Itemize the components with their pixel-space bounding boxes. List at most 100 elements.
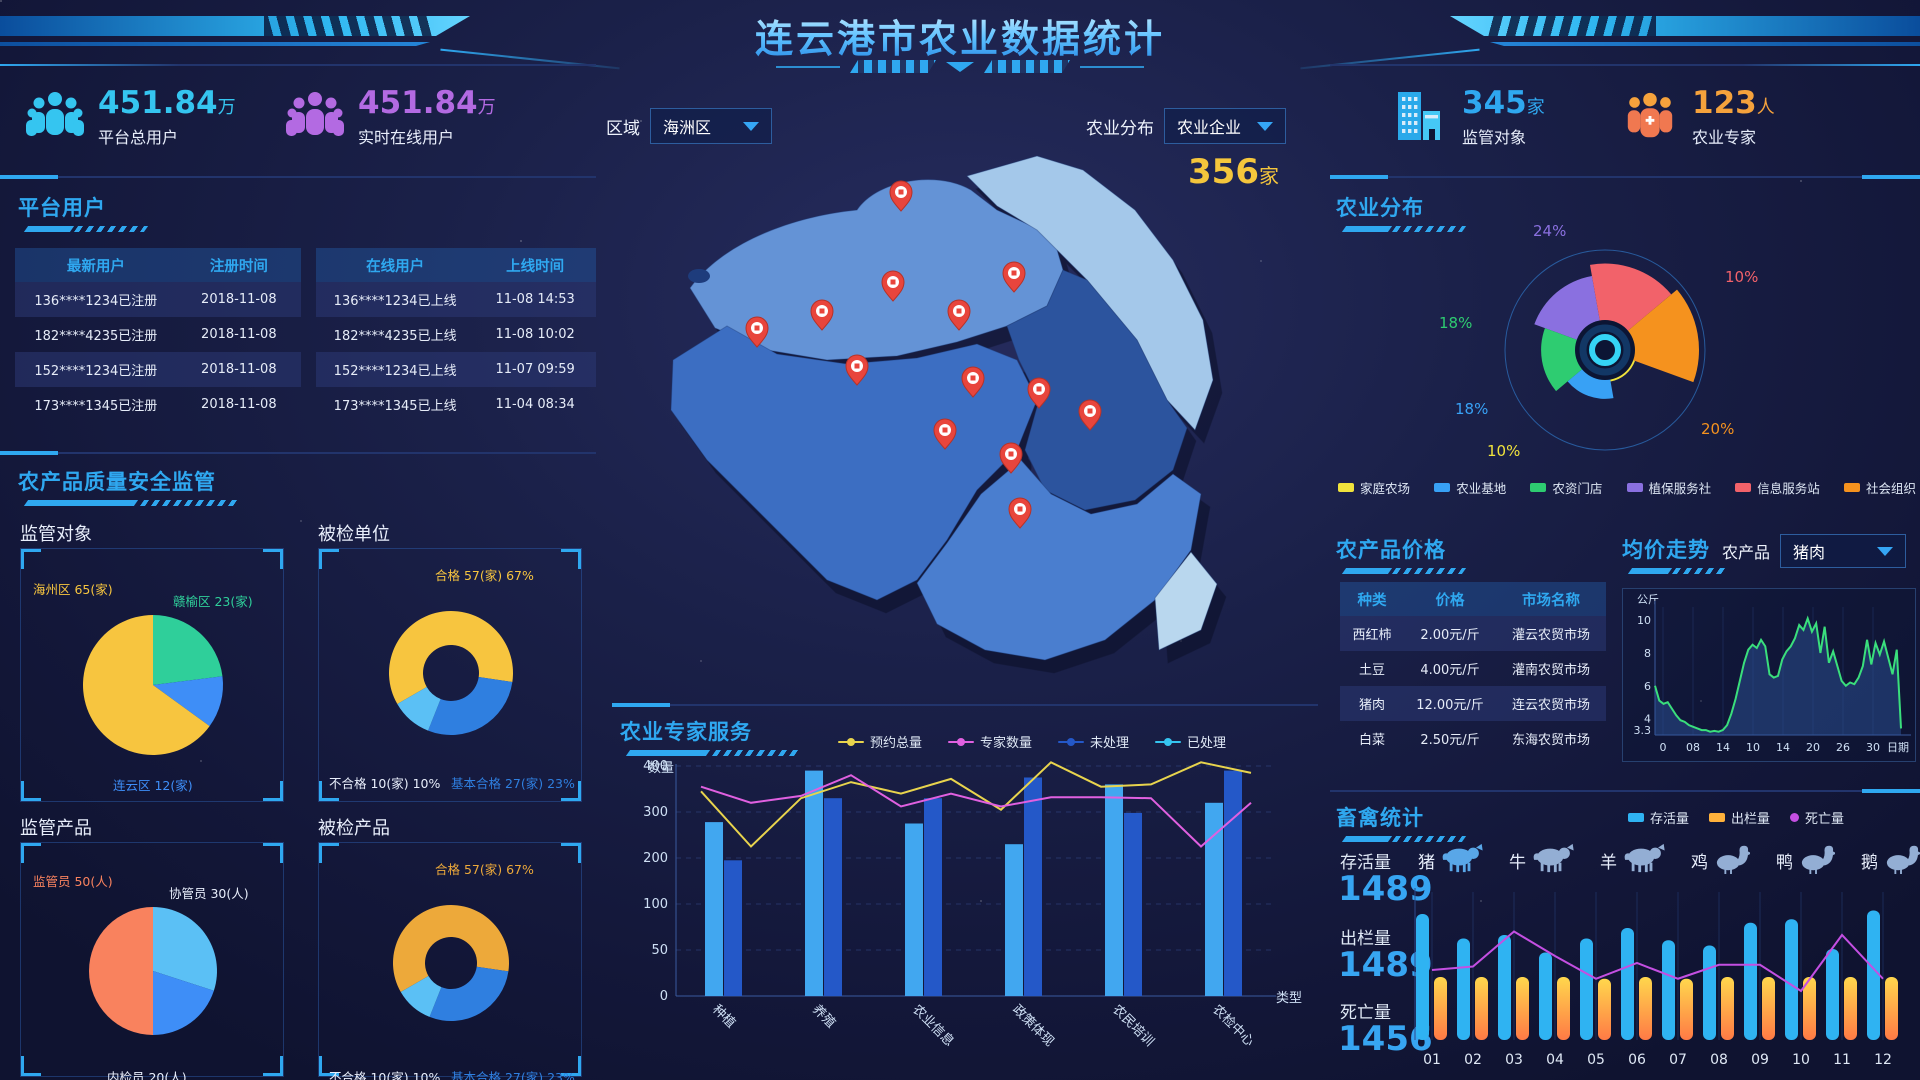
location-pin-icon[interactable] — [933, 418, 957, 450]
location-pin-icon[interactable] — [1078, 399, 1102, 431]
legend-item[interactable]: 农业基地 — [1434, 478, 1506, 497]
legend-swatch — [1628, 813, 1644, 822]
region-dropdown[interactable]: 海洲区 — [650, 108, 772, 144]
svg-text:05: 05 — [1587, 1052, 1605, 1068]
legend-swatch — [1338, 483, 1354, 492]
stat-value: 451.84 — [358, 85, 478, 121]
section-title-trend: 均价走势 — [1622, 538, 1710, 562]
animal-tab-goat[interactable]: 羊 — [1600, 842, 1665, 879]
region-select: 区域 海洲区 — [606, 108, 772, 144]
legend-item[interactable]: 家庭农场 — [1338, 478, 1410, 497]
line-series — [700, 761, 1252, 848]
legend-item[interactable]: 信息服务站 — [1735, 478, 1820, 497]
product-dropdown-value: 猪肉 — [1793, 543, 1826, 562]
legend-item[interactable]: 已处理 — [1155, 732, 1226, 751]
distribution-rose-chart: 24% 10% 20% 10% 18% 18% — [1395, 222, 1815, 476]
table-row: 土豆 4.00元/斤 灌南农贸市场 — [1358, 663, 1590, 678]
legend-swatch — [1843, 483, 1860, 492]
product-dropdown[interactable]: 猪肉 — [1780, 534, 1907, 568]
animal-tab-chicken[interactable]: 鸡 — [1691, 842, 1752, 879]
legend-item[interactable]: 出栏量 — [1709, 808, 1770, 827]
svg-text:公斤: 公斤 — [1637, 593, 1659, 606]
bar — [1662, 940, 1675, 1040]
table-row: 152****1234已上线 11-07 09:59 — [316, 352, 596, 387]
svg-text:0: 0 — [660, 989, 668, 1004]
divider — [0, 451, 596, 455]
location-pin-icon[interactable] — [1008, 497, 1032, 529]
legend-swatch — [838, 737, 864, 746]
location-pin-icon[interactable] — [1002, 261, 1026, 293]
table-row: 173****1345已注册 2018-11-08 — [34, 397, 277, 414]
animal-tab-goose[interactable]: 鹅 — [1861, 842, 1920, 879]
experts-icon — [1622, 90, 1678, 146]
location-pin-icon[interactable] — [889, 180, 913, 212]
header-wing-sub-left — [0, 42, 430, 46]
stat-value: 451.84 — [98, 85, 218, 121]
rose-slice — [1615, 289, 1699, 383]
svg-text:10: 10 — [1792, 1052, 1810, 1068]
animal-tab-pig[interactable]: 猪 — [1418, 842, 1483, 879]
location-pin-icon[interactable] — [810, 299, 834, 331]
location-pin-icon[interactable] — [845, 354, 869, 386]
svg-text:政策体现: 政策体现 — [1009, 1002, 1057, 1050]
ox-icon — [1530, 842, 1574, 879]
location-pin-icon[interactable] — [1027, 377, 1051, 409]
bar — [1703, 945, 1716, 1040]
enterprise-count: 356家 — [1188, 152, 1279, 192]
stat-supervision-objects: 345家 监管对象 — [1392, 88, 1545, 148]
donut-chart-inspected-products: 合格 57(家) 67% 基本合格 27(家) 23% 不合格 10(家) 10% — [318, 842, 582, 1080]
chevron-down-icon — [743, 121, 759, 131]
latest-users-table: 最新用户 注册时间 136****1234已注册 2018-11-08 182****4… — [15, 248, 301, 422]
region-dropdown-value: 海洲区 — [663, 118, 712, 137]
svg-text:12: 12 — [1874, 1052, 1892, 1068]
legend-swatch — [1434, 483, 1451, 492]
pie-slice-label: 监管员 50(人) — [33, 874, 113, 889]
location-pin-icon[interactable] — [881, 270, 905, 302]
livestock-stat-label: 存活量 — [1340, 853, 1391, 873]
stat-agri-experts: 123人 农业专家 — [1622, 88, 1775, 148]
left-panel-topline — [0, 64, 596, 66]
pie-slice-label: 连云区 12(家) — [113, 778, 193, 793]
legend-item[interactable]: 死亡量 — [1790, 808, 1844, 827]
legend-item[interactable]: 专家数量 — [948, 732, 1032, 751]
location-pin-icon[interactable] — [947, 299, 971, 331]
pie-slice — [89, 907, 153, 1035]
pie-slice — [153, 615, 223, 685]
location-pin-icon[interactable] — [961, 366, 985, 398]
animal-tab-ox[interactable]: 牛 — [1509, 842, 1574, 879]
legend-item[interactable]: 农资门店 — [1530, 478, 1602, 497]
legend-swatch — [1735, 483, 1752, 492]
table-row: 173****1345已上线 11-04 08:34 — [333, 397, 575, 414]
livestock-stat-label: 死亡量 — [1340, 1003, 1391, 1023]
legend-item[interactable]: 社会组织 — [1843, 478, 1916, 497]
location-pin-icon[interactable] — [745, 316, 769, 348]
legend-swatch — [1626, 483, 1643, 492]
legend-swatch — [948, 737, 975, 746]
pie-slice — [83, 615, 210, 755]
legend-item[interactable]: 植保服务社 — [1626, 478, 1711, 497]
location-pin-icon[interactable] — [999, 442, 1023, 474]
rose-percent-label: 20% — [1701, 420, 1735, 438]
table-row: 猪肉 12.00元/斤 连云农贸市场 — [1340, 686, 1606, 721]
bar — [1885, 977, 1898, 1040]
pie-slice — [389, 611, 513, 704]
svg-text:20: 20 — [1806, 741, 1820, 754]
pie-slice-label: 不合格 10(家) 10% — [329, 1070, 441, 1080]
animal-tab-duck[interactable]: 鸭 — [1776, 842, 1837, 879]
bar — [1457, 938, 1470, 1040]
svg-text:类型: 类型 — [1276, 991, 1302, 1006]
legend-item[interactable]: 未处理 — [1058, 732, 1129, 751]
legend-item[interactable]: 存活量 — [1628, 808, 1689, 827]
pie-slice-label: 不合格 10(家) 10% — [329, 776, 441, 791]
section-title-platform-users: 平台用户 — [18, 196, 106, 220]
bar — [1024, 777, 1042, 996]
section-title-quality: 农产品质量安全监管 — [18, 470, 216, 494]
pie-slice-label: 基本合格 27(家) 23% — [451, 1070, 575, 1080]
pie-chart-supervision-objects: 海州区 65(家) 赣榆区 23(家) 连云区 12(家) — [20, 548, 284, 802]
svg-text:07: 07 — [1669, 1052, 1687, 1068]
distribution-dropdown[interactable]: 农业企业 — [1164, 108, 1286, 144]
bar — [1005, 844, 1023, 996]
legend-swatch — [1530, 483, 1547, 492]
legend-item[interactable]: 预约总量 — [838, 732, 922, 751]
